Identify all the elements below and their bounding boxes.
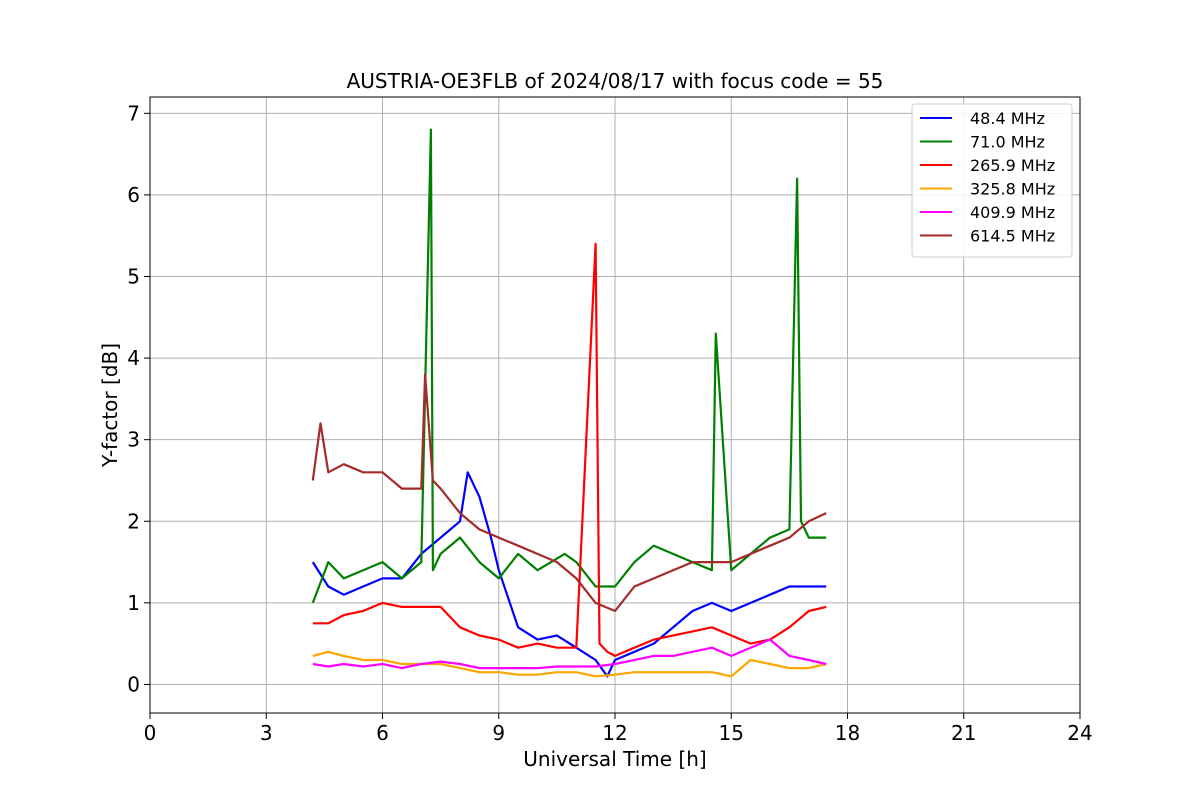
x-tick-label: 18 xyxy=(835,721,860,745)
series-line xyxy=(312,638,827,670)
y-tick-label: 7 xyxy=(127,101,140,125)
legend-label: 71.0 MHz xyxy=(970,133,1045,152)
legend-label: 325.8 MHz xyxy=(970,180,1055,199)
plot-area xyxy=(311,128,827,678)
legend-label: 48.4 MHz xyxy=(970,109,1045,128)
x-tick-label: 0 xyxy=(144,721,157,745)
series-line xyxy=(311,128,827,604)
y-tick-label: 0 xyxy=(127,672,140,696)
series-line xyxy=(311,373,827,613)
y-tick-label: 2 xyxy=(127,509,140,533)
y-tick-label: 4 xyxy=(127,346,140,370)
chart-title: AUSTRIA-OE3FLB of 2024/08/17 with focus … xyxy=(347,69,884,93)
x-tick-label: 24 xyxy=(1067,721,1092,745)
series-line xyxy=(312,242,827,658)
x-tick-label: 3 xyxy=(260,721,273,745)
y-tick-label: 5 xyxy=(127,264,140,288)
y-axis-label: Y-factor [dB] xyxy=(98,343,122,468)
y-tick-label: 6 xyxy=(127,183,140,207)
y-tick-label: 3 xyxy=(127,428,140,452)
legend-label: 265.9 MHz xyxy=(970,156,1055,175)
y-tick-label: 1 xyxy=(127,591,140,615)
x-tick-label: 12 xyxy=(602,721,627,745)
legend-label: 614.5 MHz xyxy=(970,227,1055,246)
x-tick-label: 9 xyxy=(492,721,505,745)
x-tick-label: 6 xyxy=(376,721,389,745)
x-axis-label: Universal Time [h] xyxy=(523,747,706,771)
legend-label: 409.9 MHz xyxy=(970,203,1055,222)
series-line xyxy=(312,650,827,678)
x-tick-label: 15 xyxy=(719,721,744,745)
legend: 48.4 MHz 71.0 MHz 265.9 MHz 325.8 MHz 409.9… xyxy=(911,103,1073,258)
x-tick-label: 21 xyxy=(951,721,976,745)
